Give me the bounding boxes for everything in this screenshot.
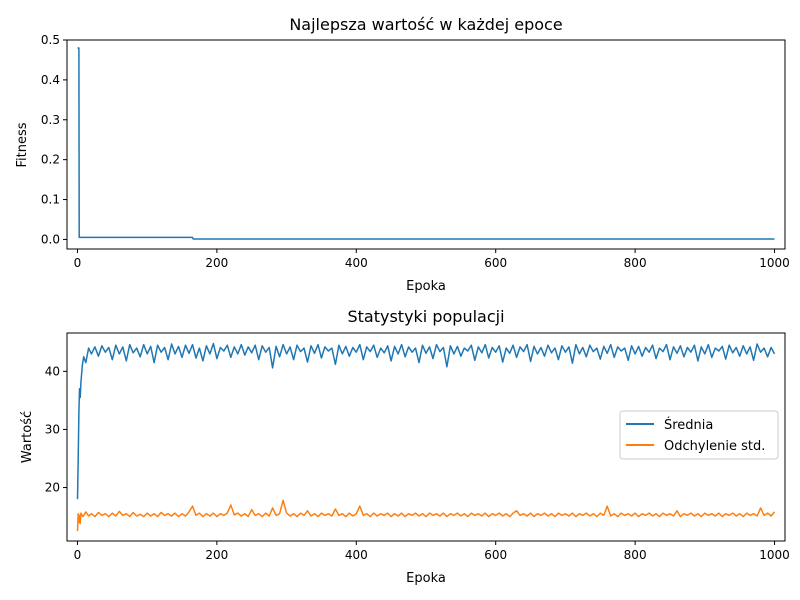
series-line-0	[77, 47, 775, 240]
ticks: 0 200 400 600 800 1000 20 30 40	[45, 364, 790, 562]
x-tick-label: 200	[205, 256, 228, 270]
x-tick-label: 0	[74, 256, 82, 270]
ticks: 0 200 400 600 800 1000 0.0 0.1 0.2 0.3 0.4 0.5	[41, 33, 790, 270]
chart-best-fitness: Najlepsza wartość w każdej epoce Epoka F…	[15, 15, 790, 294]
legend-label-mean: Średnia	[664, 417, 713, 433]
y-axis-label: Fitness	[15, 122, 30, 167]
x-tick-label: 800	[624, 256, 647, 270]
x-tick-label: 600	[484, 256, 507, 270]
chart-title: Statystyki populacji	[347, 307, 504, 326]
x-tick-label: 600	[484, 548, 507, 562]
y-tick-label: 0.4	[41, 73, 60, 87]
y-tick-label: 30	[45, 422, 60, 436]
axes-frame	[66, 39, 786, 250]
series-line-1	[76, 499, 776, 532]
y-tick-label: 0.1	[41, 193, 60, 207]
x-tick-label: 400	[345, 548, 368, 562]
legend-label-std: Odchylenie std.	[664, 439, 765, 454]
y-tick-label: 20	[45, 481, 60, 495]
x-tick-label: 200	[205, 548, 228, 562]
y-tick-label: 40	[45, 364, 60, 378]
plot-lines	[77, 47, 775, 240]
y-tick-label: 0.5	[41, 33, 60, 47]
x-tick-label: 0	[74, 548, 82, 562]
legend-box	[619, 410, 779, 460]
x-tick-label: 800	[624, 548, 647, 562]
legend: Średnia Odchylenie std.	[619, 410, 779, 460]
plot-lines	[76, 342, 776, 532]
x-tick-label: 1000	[759, 548, 790, 562]
y-tick-label: 0.0	[41, 232, 60, 246]
series-line-0	[76, 342, 776, 500]
y-tick-label: 0.2	[41, 153, 60, 167]
x-axis-label: Epoka	[406, 571, 446, 586]
chart-title: Najlepsza wartość w każdej epoce	[289, 15, 562, 34]
y-tick-label: 0.3	[41, 113, 60, 127]
x-tick-label: 1000	[759, 256, 790, 270]
x-axis-label: Epoka	[406, 279, 446, 294]
x-tick-label: 400	[345, 256, 368, 270]
chart-population-stats: Statystyki populacji Epoka Wartość 0 200 4…	[20, 307, 790, 586]
axes-frame	[66, 332, 786, 542]
y-axis-label: Wartość	[20, 411, 35, 463]
